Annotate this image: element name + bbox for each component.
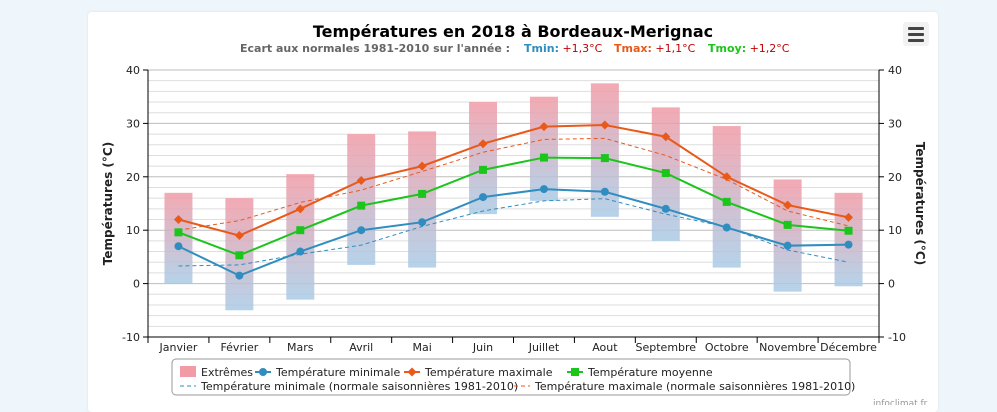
series-point: [783, 200, 793, 210]
y-tick-label-left: 20: [126, 171, 140, 184]
series-point: [357, 201, 366, 210]
extremes-bar: [529, 96, 558, 201]
menu-hamburger-icon[interactable]: [903, 22, 929, 46]
series-point: [539, 122, 549, 132]
legend-swatch-marker: [407, 367, 417, 377]
series-point: [783, 220, 792, 229]
y-tick-label-left: 0: [133, 278, 140, 291]
series-point: [539, 153, 548, 162]
legend-swatch-marker: [571, 368, 579, 376]
chart-title: Températures en 2018 à Bordeaux-Merignac: [313, 22, 713, 41]
series-point: [722, 223, 731, 232]
legend-label-extremes: Extrêmes: [201, 366, 253, 379]
y-tick-label-right: 30: [888, 117, 902, 130]
series-point: [174, 228, 183, 237]
series-point: [479, 165, 488, 174]
x-tick-label: Janvier: [159, 341, 198, 354]
series-point: [417, 161, 427, 171]
extremes-bar: [408, 131, 437, 268]
legend-label-series: Température minimale: [275, 366, 400, 379]
extremes-bar: [773, 179, 802, 292]
y-tick-label-right: 10: [888, 224, 902, 237]
series-point: [844, 226, 853, 235]
series-point: [661, 204, 670, 213]
series-point: [600, 120, 610, 130]
x-tick-label: Octobre: [705, 341, 749, 354]
series-point: [295, 204, 305, 214]
extremes-bar: [590, 83, 619, 217]
y-tick-label-right: 40: [888, 64, 902, 77]
series-point: [600, 154, 609, 163]
x-tick-label: Aout: [592, 341, 618, 354]
series-point: [844, 212, 854, 222]
y-tick-label-right: -10: [888, 331, 906, 344]
series-point: [174, 242, 183, 251]
y-tick-label-right: 20: [888, 171, 902, 184]
x-tick-label: Février: [220, 341, 258, 354]
y-tick-label-left: 30: [126, 117, 140, 130]
series-point: [356, 176, 366, 186]
legend-label-series: Température moyenne: [587, 366, 713, 379]
series-point: [296, 247, 305, 256]
series-point: [173, 215, 183, 225]
series-point: [722, 197, 731, 206]
legend-box: [171, 358, 851, 396]
series-point: [418, 189, 427, 198]
legend-label-normal: Température minimale (normale saisonnièr…: [200, 380, 518, 393]
series-point: [357, 226, 366, 235]
series-point: [783, 241, 792, 250]
y-tick-label-left: -10: [122, 331, 140, 344]
series-point: [661, 132, 671, 142]
chart-subtitle: Ecart aux normales 1981-2010 sur l'année…: [240, 42, 790, 55]
series-point: [600, 187, 609, 196]
series-point: [234, 231, 244, 241]
series-point: [478, 139, 488, 149]
legend-label-series: Température maximale: [424, 366, 553, 379]
y-tick-label-left: 10: [126, 224, 140, 237]
x-tick-label: Mai: [412, 341, 431, 354]
legend-swatch-extremes: [180, 366, 196, 377]
x-tick-label: Septembre: [636, 341, 697, 354]
series-point: [418, 218, 427, 227]
extremes-bar: [834, 192, 863, 287]
series-point: [539, 185, 548, 194]
x-tick-label: Décembre: [820, 341, 877, 354]
extremes-bar: [286, 174, 315, 300]
credit-text: infoclimat.fr: [873, 399, 928, 405]
series-point: [844, 240, 853, 249]
series-point: [296, 226, 305, 235]
legend-swatch-marker: [259, 368, 267, 376]
y-axis-title-left: Températures (°C): [101, 142, 115, 265]
legend-label-normal: Température maximale (normale saisonnièr…: [534, 380, 855, 393]
series-line: [178, 188, 849, 277]
series-point: [661, 169, 670, 178]
series-point: [235, 251, 244, 260]
extremes-bar: [347, 134, 376, 265]
series-point: [722, 172, 732, 182]
x-tick-label: Mars: [287, 341, 314, 354]
series-line: [178, 156, 849, 257]
y-tick-label-left: 40: [126, 64, 140, 77]
x-tick-label: Juin: [472, 341, 493, 354]
y-tick-label-right: 0: [888, 278, 895, 291]
series-point: [235, 271, 244, 280]
normal-series-line: [178, 137, 849, 231]
x-tick-label: Juillet: [528, 341, 560, 354]
series-point: [479, 193, 488, 202]
extremes-bar: [164, 192, 193, 284]
y-axis-title-right: Températures (°C): [913, 142, 927, 265]
series-line: [178, 123, 849, 237]
x-tick-label: Avril: [349, 341, 373, 354]
x-tick-label: Novembre: [759, 341, 816, 354]
